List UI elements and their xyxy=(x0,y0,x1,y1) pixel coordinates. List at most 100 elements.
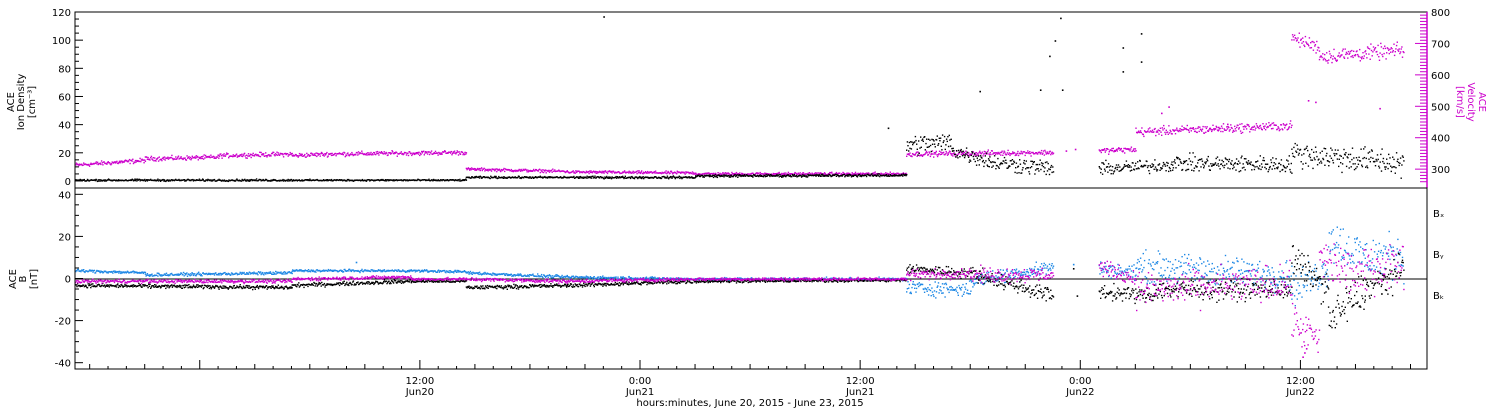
velocity-point xyxy=(252,152,254,155)
by-point xyxy=(90,270,92,272)
velocity-point xyxy=(118,161,120,164)
density-point xyxy=(1122,167,1124,169)
density-point xyxy=(305,179,308,181)
density-point xyxy=(529,176,532,178)
by-point xyxy=(311,269,313,272)
velocity-point xyxy=(345,154,348,157)
density-point xyxy=(205,179,208,181)
velocity-point xyxy=(1212,124,1214,126)
density-point xyxy=(729,176,732,178)
density-point xyxy=(633,177,636,180)
velocity-point xyxy=(1334,57,1336,60)
density-point xyxy=(380,179,382,181)
velocity-point xyxy=(1266,126,1268,129)
by-point xyxy=(395,269,397,272)
density-point xyxy=(1103,163,1105,165)
velocity-point xyxy=(457,151,459,153)
by-point xyxy=(217,272,220,275)
velocity-point xyxy=(1147,130,1149,132)
velocity-point xyxy=(1111,147,1113,150)
by-point xyxy=(157,275,159,277)
density-point xyxy=(1275,158,1277,160)
velocity-point xyxy=(799,172,801,174)
density-point xyxy=(624,175,626,177)
density-point xyxy=(185,180,187,182)
velocity-point xyxy=(1015,153,1017,155)
velocity-point xyxy=(1211,130,1213,133)
by-point xyxy=(124,271,127,273)
by-point xyxy=(283,271,285,273)
by-point xyxy=(381,270,383,272)
velocity-point xyxy=(796,173,799,175)
velocity-point xyxy=(405,154,408,156)
by-point xyxy=(548,274,550,277)
density-point xyxy=(795,174,797,177)
density-point xyxy=(859,175,861,177)
density-point xyxy=(1100,171,1102,174)
by-point xyxy=(538,276,540,278)
density-point xyxy=(950,138,952,140)
velocity-point xyxy=(1364,51,1366,53)
by-point xyxy=(568,276,570,278)
velocity-point xyxy=(297,156,299,158)
density-point xyxy=(539,175,541,177)
density-point xyxy=(765,173,767,176)
by-point xyxy=(608,276,610,279)
velocity-point xyxy=(1108,151,1110,153)
velocity-point xyxy=(322,153,325,156)
density-point xyxy=(1222,161,1225,163)
density-point xyxy=(638,176,640,179)
density-point xyxy=(987,165,989,167)
velocity-point xyxy=(1312,40,1314,43)
by-point xyxy=(600,277,603,279)
density-point xyxy=(985,152,988,154)
velocity-point xyxy=(309,154,311,157)
velocity-point xyxy=(166,157,168,160)
density-point xyxy=(432,178,435,181)
by-point xyxy=(607,277,609,279)
velocity-point xyxy=(1306,43,1309,45)
velocity-point xyxy=(1332,55,1334,57)
by-point xyxy=(135,271,137,274)
velocity-point xyxy=(324,154,327,156)
by-point xyxy=(122,271,125,273)
velocity-point xyxy=(285,153,287,156)
density-point xyxy=(1126,165,1128,167)
density-point xyxy=(201,179,203,181)
velocity-point xyxy=(721,173,723,176)
by-point xyxy=(284,271,287,273)
density-point xyxy=(136,178,139,180)
by-point xyxy=(536,275,538,278)
density-point xyxy=(1387,167,1389,170)
velocity-point xyxy=(884,173,886,176)
velocity-point xyxy=(244,155,246,157)
density-point xyxy=(257,179,260,181)
velocity-point xyxy=(394,152,396,154)
velocity-point xyxy=(306,155,309,157)
by-point xyxy=(497,273,499,275)
velocity-point xyxy=(1307,43,1309,46)
velocity-point xyxy=(78,164,80,167)
velocity-point xyxy=(199,156,201,159)
velocity-point xyxy=(123,161,125,163)
velocity-point xyxy=(355,154,357,156)
density-point xyxy=(1007,166,1010,168)
density-point xyxy=(1288,163,1290,165)
density-point xyxy=(1345,165,1348,168)
density-point xyxy=(133,179,135,182)
density-point xyxy=(1204,162,1207,165)
velocity-point xyxy=(1017,150,1019,153)
velocity-point xyxy=(515,170,517,173)
velocity-point xyxy=(1199,126,1201,128)
by-point xyxy=(231,272,233,275)
density-point xyxy=(606,175,608,178)
velocity-point xyxy=(787,171,790,174)
velocity-point xyxy=(174,158,176,160)
density-point xyxy=(752,176,754,178)
velocity-point xyxy=(960,153,962,156)
velocity-point xyxy=(687,171,690,174)
density-point xyxy=(1146,160,1148,163)
velocity-point xyxy=(633,172,635,174)
by-point xyxy=(145,275,147,277)
velocity-point xyxy=(1135,127,1137,129)
